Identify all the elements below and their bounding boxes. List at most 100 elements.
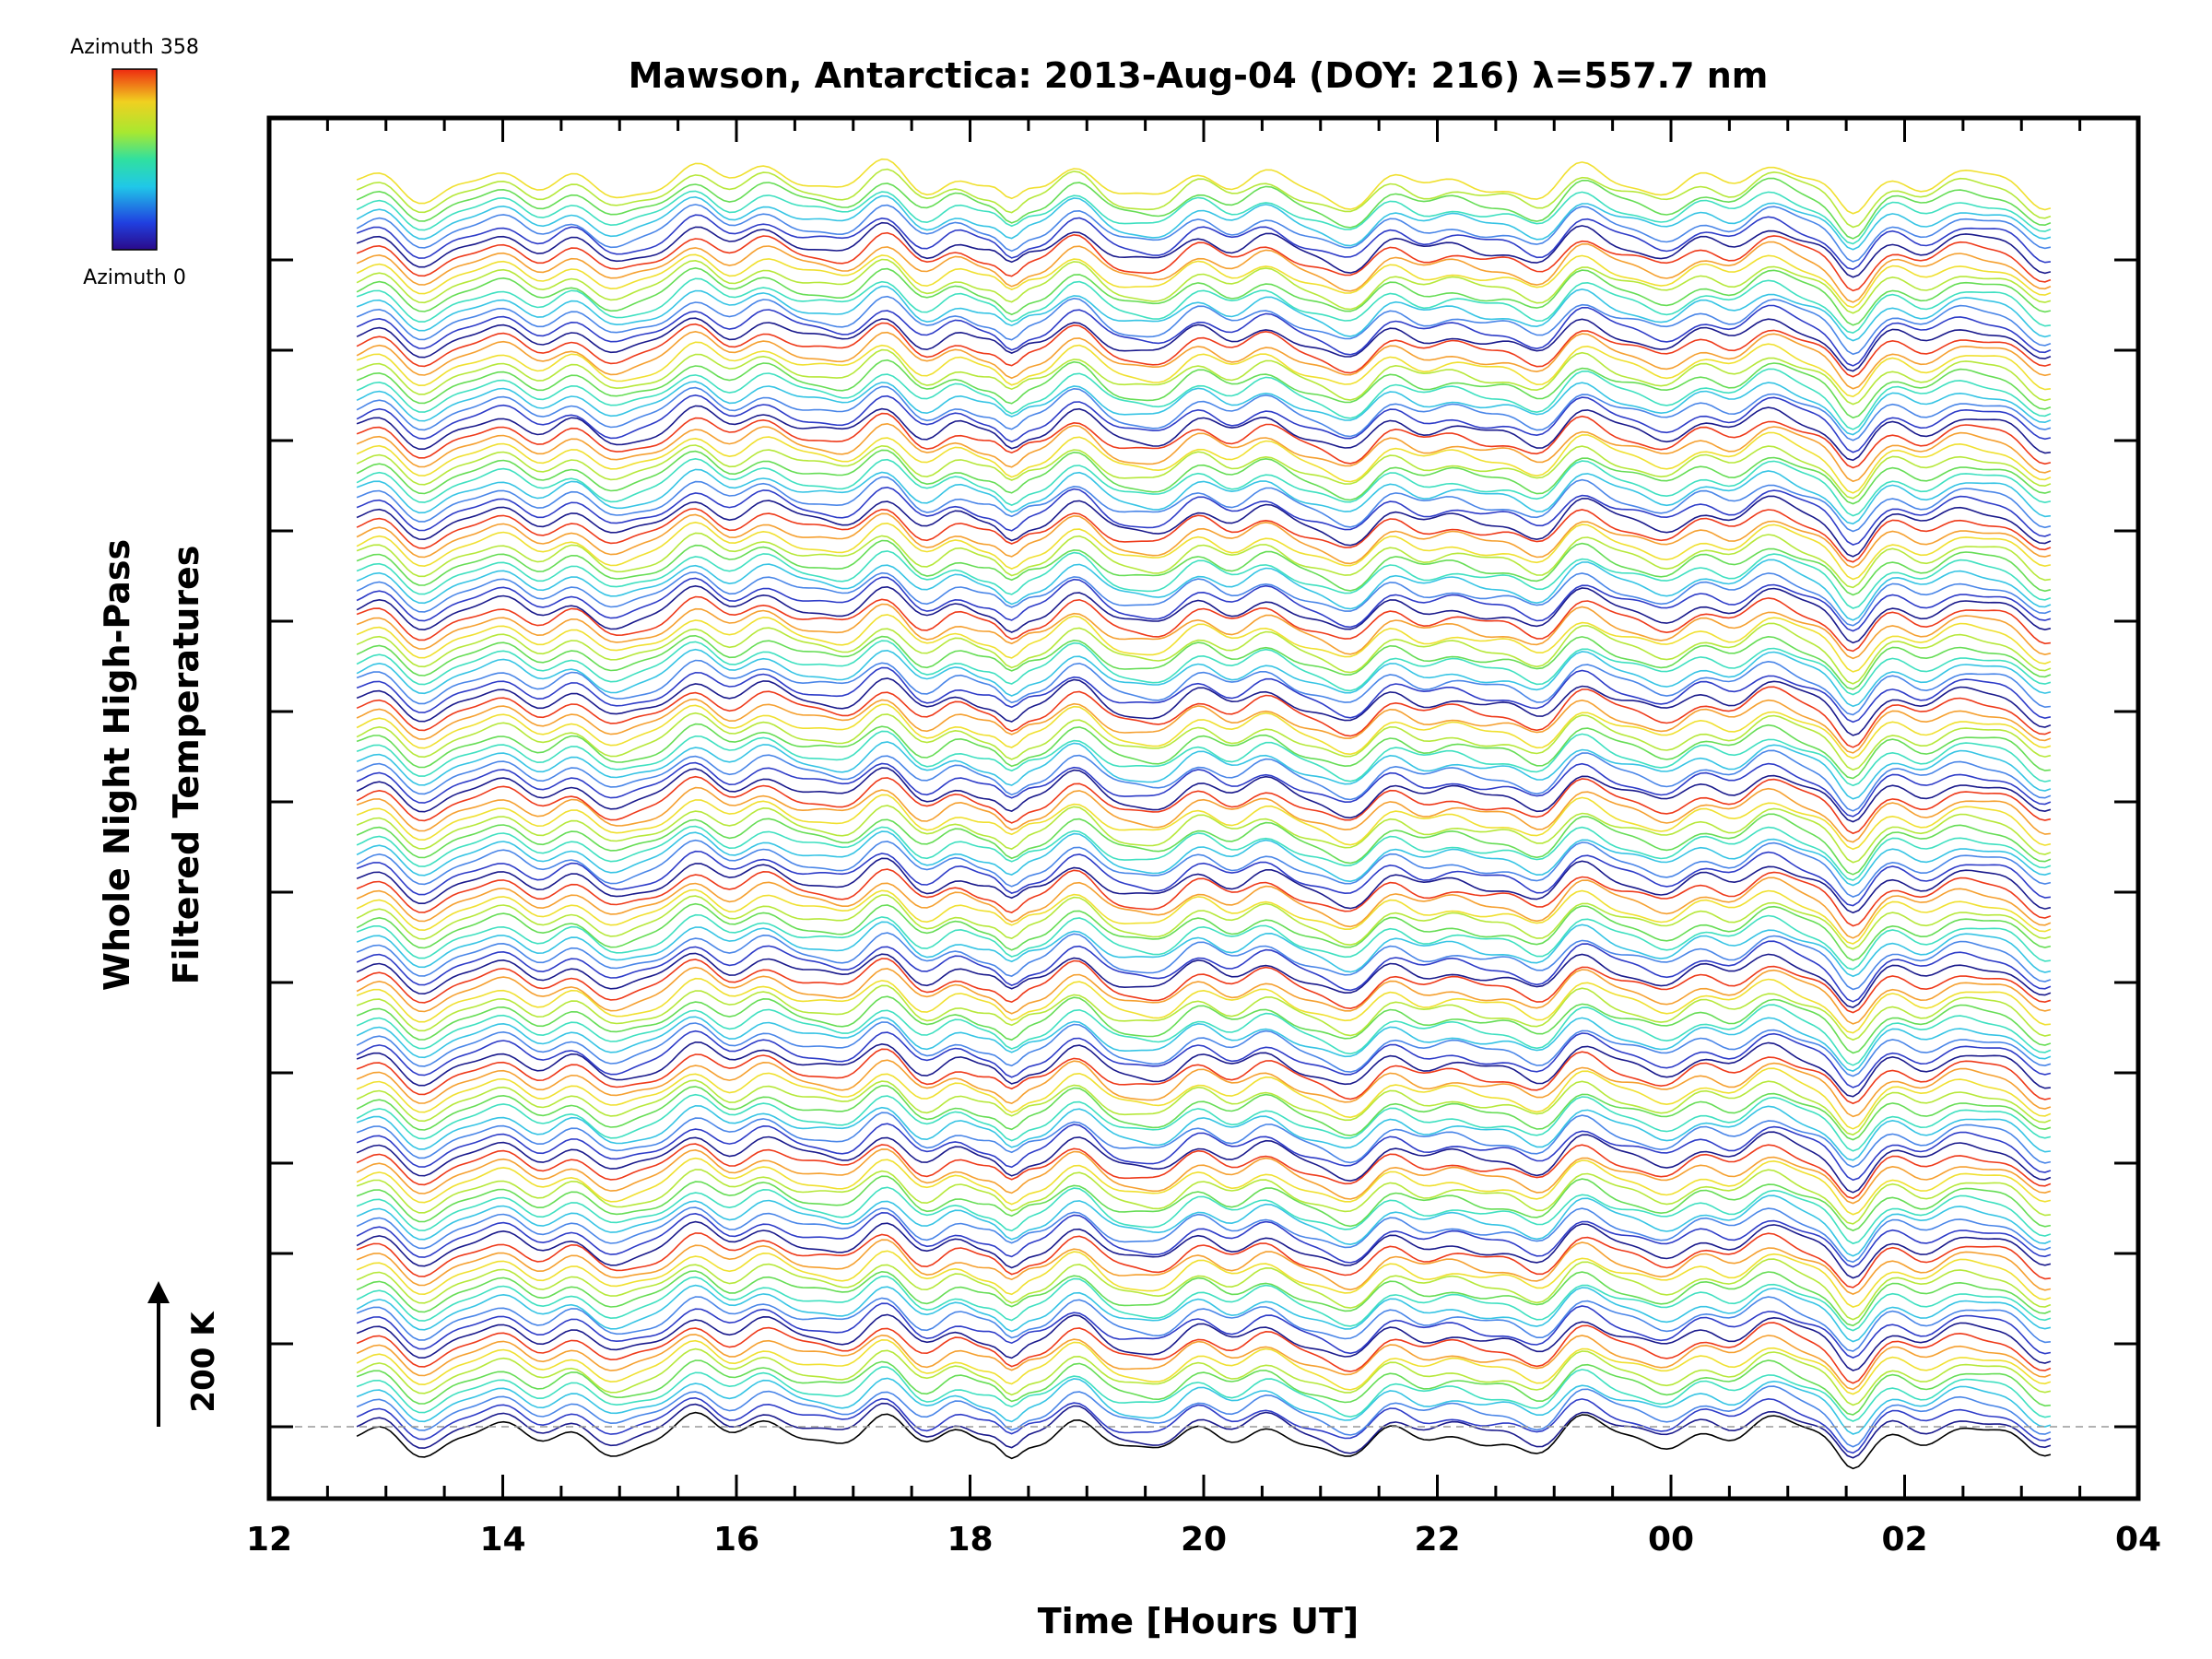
series-line xyxy=(356,1030,2052,1088)
series-line xyxy=(356,723,2051,780)
series-line xyxy=(356,277,2052,335)
series-line xyxy=(356,381,2052,436)
series-line xyxy=(356,1338,2052,1395)
series-line xyxy=(356,634,2052,690)
series-line xyxy=(356,595,2051,653)
series-line xyxy=(356,1157,2052,1216)
series-line xyxy=(356,666,2052,724)
series-line xyxy=(356,1313,2052,1371)
series-line xyxy=(356,1402,2052,1459)
x-tick-label: 12 xyxy=(246,1521,292,1559)
series-line xyxy=(356,1016,2052,1072)
series-line xyxy=(356,614,2052,673)
series-line xyxy=(356,1079,2052,1136)
scale-bar-arrowhead xyxy=(147,1281,170,1303)
series-line xyxy=(356,1186,2052,1245)
chart-title: Mawson, Antarctica: 2013-Aug-04 (DOY: 21… xyxy=(629,55,1769,96)
series-line xyxy=(356,894,2052,950)
series-line xyxy=(356,1143,2052,1200)
scale-bar-label: 200 K xyxy=(185,1311,222,1413)
series-line xyxy=(356,190,2052,245)
series-line xyxy=(356,486,2052,546)
series-line xyxy=(356,266,2052,326)
series-line xyxy=(356,958,2052,1014)
series-line xyxy=(356,749,2052,812)
series-line xyxy=(356,984,2052,1041)
series-line xyxy=(356,468,2051,525)
series-line xyxy=(356,902,2052,961)
series-line xyxy=(356,603,2052,660)
series-line xyxy=(356,850,2051,907)
series-line xyxy=(356,241,2052,303)
series-line xyxy=(356,813,2052,876)
series-line xyxy=(356,571,2052,627)
series-line xyxy=(356,1385,2052,1448)
series-line xyxy=(356,559,2052,621)
series-line xyxy=(356,457,2052,517)
series-line xyxy=(356,1359,2051,1416)
series-line xyxy=(356,686,2052,748)
series-line xyxy=(356,1275,2052,1332)
series-line xyxy=(356,932,2052,991)
series-line xyxy=(356,1270,2052,1327)
series-line xyxy=(356,1296,2051,1352)
y-axis-label-line2: Filtered Temperatures xyxy=(166,546,206,985)
series-line xyxy=(356,539,2052,596)
series-line xyxy=(356,703,2052,759)
series-line xyxy=(356,761,2052,818)
x-tick-label: 00 xyxy=(1648,1521,1694,1559)
series-line xyxy=(356,177,2052,240)
series-line xyxy=(356,158,2052,215)
series-line xyxy=(356,253,2052,309)
series-line xyxy=(356,385,2052,441)
series-line xyxy=(356,1302,2052,1359)
series-line xyxy=(356,877,2052,939)
series-line xyxy=(356,204,2052,263)
series-line xyxy=(356,231,2052,292)
series-line xyxy=(356,767,2052,823)
series-line xyxy=(356,775,2052,835)
series-line xyxy=(356,1347,2052,1406)
series-line xyxy=(356,359,2052,419)
colorbar-bottom-label: Azimuth 0 xyxy=(83,266,186,289)
series-line xyxy=(356,1211,2052,1268)
series-line xyxy=(356,977,2051,1034)
series-line xyxy=(356,1067,2052,1130)
series-line xyxy=(356,995,2052,1054)
series-line xyxy=(356,330,2052,390)
series-line xyxy=(356,712,2052,771)
series-line xyxy=(356,521,2052,581)
series-line xyxy=(356,698,2052,754)
series-line xyxy=(356,825,2052,881)
series-line xyxy=(356,304,2052,367)
series-line xyxy=(356,368,2052,430)
series-line xyxy=(356,730,2052,787)
x-tick-label: 14 xyxy=(479,1521,525,1559)
series-line xyxy=(356,322,2052,378)
x-tick-label: 02 xyxy=(1881,1521,1927,1559)
series-line xyxy=(356,348,2052,406)
series-line xyxy=(356,295,2052,356)
series-line xyxy=(356,412,2052,469)
series-line xyxy=(356,1175,2052,1231)
series-line xyxy=(356,952,2052,1008)
series-line xyxy=(356,1396,2052,1454)
series-line xyxy=(356,640,2052,696)
series-line xyxy=(356,1377,2052,1435)
series-line xyxy=(356,532,2052,589)
series-line xyxy=(356,1093,2052,1152)
series-line xyxy=(356,786,2051,843)
series-line xyxy=(356,285,2052,342)
series-line xyxy=(356,1206,2052,1264)
series-line xyxy=(356,341,2052,398)
series-line xyxy=(356,1104,2051,1161)
series-line xyxy=(356,584,2052,644)
series-line xyxy=(356,1366,2052,1422)
series-line xyxy=(356,550,2052,609)
series-line xyxy=(356,888,2052,945)
series-line xyxy=(356,940,2052,1003)
series-line xyxy=(356,741,2052,800)
x-tick-label: 04 xyxy=(2115,1521,2161,1559)
series-line xyxy=(356,805,2052,864)
series-line xyxy=(356,476,2052,533)
